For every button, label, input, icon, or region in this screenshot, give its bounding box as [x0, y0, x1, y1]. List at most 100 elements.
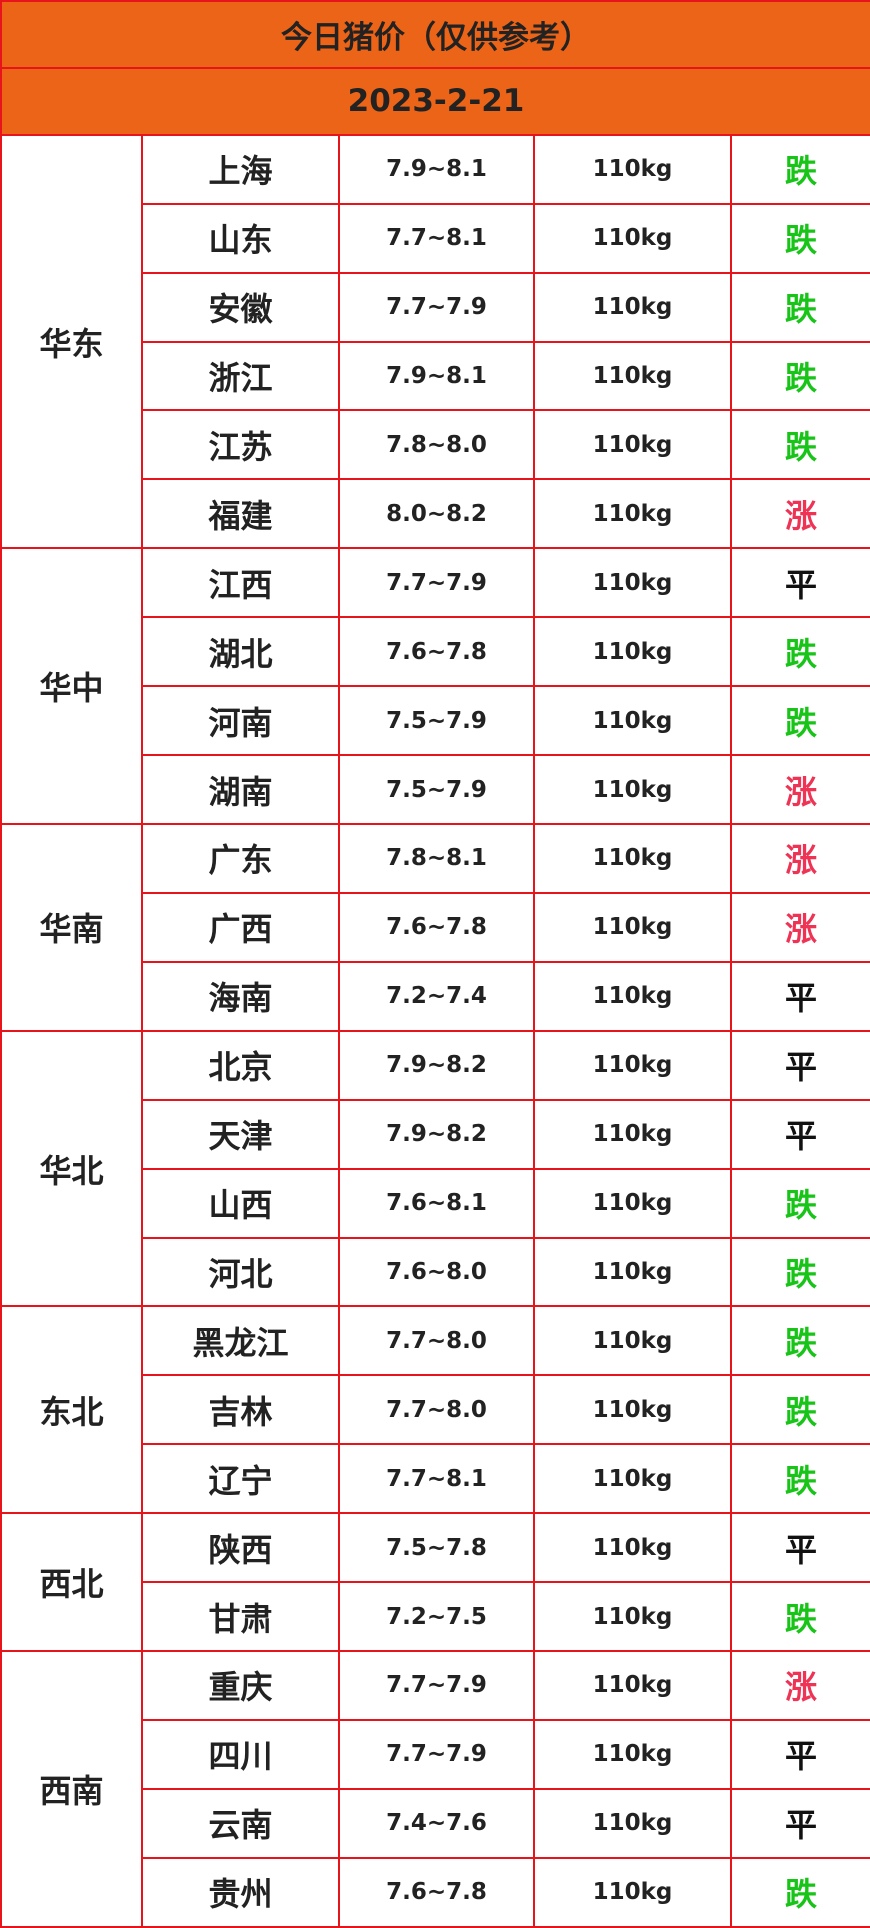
trend: 跌 — [729, 685, 870, 757]
region: 华东 — [0, 133, 143, 550]
province: 贵州 — [141, 1856, 340, 1928]
price-range: 7.7~7.9 — [338, 1650, 535, 1721]
weight: 110kg — [533, 478, 732, 550]
region: 西南 — [0, 1650, 143, 1928]
weight: 110kg — [533, 616, 732, 688]
price-range: 7.4~7.6 — [338, 1787, 535, 1859]
region: 东北 — [0, 1305, 143, 1515]
province: 陕西 — [141, 1512, 340, 1584]
weight: 110kg — [533, 1856, 732, 1928]
price-range: 7.9~8.1 — [338, 133, 535, 205]
weight: 110kg — [533, 271, 732, 343]
province: 福建 — [141, 478, 340, 550]
weight: 110kg — [533, 1029, 732, 1101]
weight: 110kg — [533, 202, 732, 274]
weight: 110kg — [533, 1787, 732, 1859]
trend: 平 — [729, 1098, 870, 1170]
price-range: 7.5~7.9 — [338, 685, 535, 757]
data-row: 西北 陕西 7.5~7.8 110kg 平 — [0, 1512, 870, 1653]
price-range: 7.6~7.8 — [338, 891, 535, 963]
price-range: 8.0~8.2 — [338, 478, 535, 550]
region: 华中 — [0, 547, 143, 825]
weight: 110kg — [533, 133, 732, 205]
province: 上海 — [141, 133, 340, 205]
trend: 跌 — [729, 1305, 870, 1377]
province: 云南 — [141, 1787, 340, 1859]
weight: 110kg — [533, 822, 732, 894]
price-range: 7.9~8.2 — [338, 1098, 535, 1170]
data-row: 海南 7.2~7.4 110kg 平 — [1, 960, 870, 1032]
trend: 平 — [729, 1718, 870, 1790]
data-row: 华北 北京 7.9~8.2 110kg 平 — [0, 1029, 870, 1308]
weight: 110kg — [533, 547, 732, 619]
weight: 110kg — [533, 891, 732, 963]
region: 华南 — [0, 822, 143, 1032]
date-row: 2023-2-21 — [0, 66, 870, 136]
data-row: 广西 7.6~7.8 110kg 涨 — [1, 891, 870, 963]
data-row: 浙江 7.9~8.1 110kg 跌 — [1, 340, 870, 412]
trend: 跌 — [729, 1167, 870, 1239]
province: 广东 — [141, 822, 340, 894]
region: 西北 — [0, 1512, 143, 1653]
trend: 跌 — [729, 202, 870, 274]
weight: 110kg — [533, 1098, 732, 1170]
weight: 110kg — [533, 1718, 732, 1790]
province: 浙江 — [141, 340, 340, 412]
province: 江西 — [141, 547, 340, 619]
province: 安徽 — [141, 271, 340, 343]
data-row: 华南 广东 7.8~8.1 110kg 涨 — [0, 822, 870, 1032]
data-row: 四川 7.7~7.9 110kg 平 — [1, 1718, 870, 1790]
price-range: 7.9~8.2 — [338, 1029, 535, 1101]
province: 湖南 — [141, 754, 340, 825]
price-range: 7.6~7.8 — [338, 1856, 535, 1928]
province: 山西 — [141, 1167, 340, 1239]
province: 湖北 — [141, 616, 340, 688]
weight: 110kg — [533, 1305, 732, 1377]
data-row: 安徽 7.7~7.9 110kg 跌 — [1, 271, 870, 343]
trend: 涨 — [729, 891, 870, 963]
weight: 110kg — [533, 1512, 732, 1584]
trend: 跌 — [729, 133, 870, 205]
price-range: 7.2~7.4 — [338, 960, 535, 1032]
price-range: 7.5~7.9 — [338, 754, 535, 825]
price-range: 7.7~8.1 — [338, 202, 535, 274]
data-row: 江苏 7.8~8.0 110kg 跌 — [1, 409, 870, 481]
price-range: 7.2~7.5 — [338, 1581, 535, 1653]
trend: 跌 — [729, 1856, 870, 1928]
weight: 110kg — [533, 409, 732, 481]
province: 四川 — [141, 1718, 340, 1790]
weight: 110kg — [533, 1581, 732, 1653]
price-range: 7.7~7.9 — [338, 1718, 535, 1790]
weight: 110kg — [533, 340, 732, 412]
province: 海南 — [141, 960, 340, 1032]
province: 吉林 — [141, 1374, 340, 1446]
trend: 涨 — [729, 822, 870, 894]
weight: 110kg — [533, 1167, 732, 1239]
trend: 跌 — [729, 1374, 870, 1446]
trend: 跌 — [729, 1581, 870, 1653]
price-range: 7.7~8.1 — [338, 1443, 535, 1515]
price-range: 7.7~7.9 — [338, 547, 535, 619]
price-range: 7.8~8.1 — [338, 822, 535, 894]
data-row: 河北 7.6~8.0 110kg 跌 — [1, 1236, 870, 1308]
data-row: 华中 江西 7.7~7.9 110kg 平 — [0, 547, 870, 825]
price-range: 7.6~8.0 — [338, 1236, 535, 1308]
data-row: 湖南 7.5~7.9 110kg 涨 — [1, 754, 870, 825]
weight: 110kg — [533, 1236, 732, 1308]
trend: 跌 — [729, 409, 870, 481]
price-range: 7.7~8.0 — [338, 1305, 535, 1377]
trend: 跌 — [729, 340, 870, 412]
price-range: 7.9~8.1 — [338, 340, 535, 412]
province: 河北 — [141, 1236, 340, 1308]
price-range: 7.6~7.8 — [338, 616, 535, 688]
province: 黑龙江 — [141, 1305, 340, 1377]
weight: 110kg — [533, 685, 732, 757]
price-range: 7.8~8.0 — [338, 409, 535, 481]
data-row: 山东 7.7~8.1 110kg 跌 — [1, 202, 870, 274]
trend: 跌 — [729, 271, 870, 343]
title-row: 今日猪价（仅供参考） — [0, 0, 870, 69]
trend: 平 — [729, 960, 870, 1032]
data-row: 云南 7.4~7.6 110kg 平 — [1, 1787, 870, 1859]
